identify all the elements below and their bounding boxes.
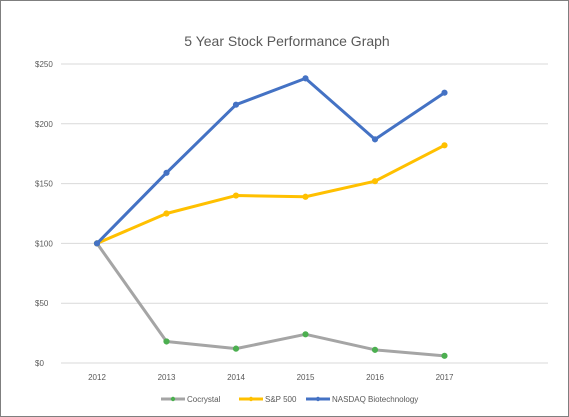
y-axis-tick-labels: $0 $50 $100 $150 $200 $250: [35, 60, 53, 368]
data-point: [232, 345, 240, 352]
legend-marker: [315, 396, 321, 402]
legend-item: S&P 500: [239, 395, 297, 404]
x-tick-label: 2016: [366, 373, 384, 382]
legend-item: NASDAQ Biotechnology: [306, 395, 418, 404]
series-line: [96, 143, 446, 245]
y-tick-label: $0: [35, 359, 44, 368]
data-point: [232, 192, 240, 199]
data-point: [302, 193, 309, 200]
grid-lines: [61, 63, 548, 364]
series-lines: [93, 75, 448, 359]
x-tick-label: 2015: [297, 373, 315, 382]
y-tick-label: $250: [35, 60, 53, 69]
y-tick-label: $200: [35, 120, 53, 129]
legend-item: Cocrystal: [161, 395, 221, 404]
legend-label: NASDAQ Biotechnology: [332, 395, 418, 404]
legend-label: S&P 500: [265, 395, 297, 404]
legend-label: Cocrystal: [187, 395, 221, 404]
data-point: [302, 331, 309, 338]
series-line: [95, 242, 445, 358]
data-point: [441, 142, 448, 149]
series-0: [93, 240, 448, 359]
y-tick-label: $50: [35, 299, 49, 308]
data-point: [371, 136, 379, 143]
chart-title: 5 Year Stock Performance Graph: [184, 33, 389, 49]
legend-marker: [248, 396, 254, 402]
data-point: [163, 210, 170, 217]
x-tick-label: 2017: [436, 373, 454, 382]
data-point: [232, 101, 240, 108]
legend-marker: [170, 396, 176, 402]
data-point: [302, 75, 309, 82]
x-tick-label: 2013: [158, 373, 176, 382]
data-point: [163, 169, 170, 176]
x-tick-label: 2012: [88, 373, 106, 382]
y-tick-label: $100: [35, 239, 53, 248]
data-point: [163, 338, 170, 345]
y-tick-label: $150: [35, 180, 53, 189]
x-tick-label: 2014: [227, 373, 245, 382]
x-axis-tick-labels: 2012 2013 2014 2015 2016 2017: [88, 373, 454, 382]
data-point: [371, 346, 379, 353]
series-line: [95, 76, 446, 245]
legend: Cocrystal S&P 500 NASDAQ Biotechnology: [161, 395, 418, 404]
data-point: [371, 178, 379, 185]
data-point: [441, 352, 448, 359]
series-2: [93, 75, 448, 247]
data-point: [441, 89, 448, 96]
data-point: [93, 240, 101, 247]
